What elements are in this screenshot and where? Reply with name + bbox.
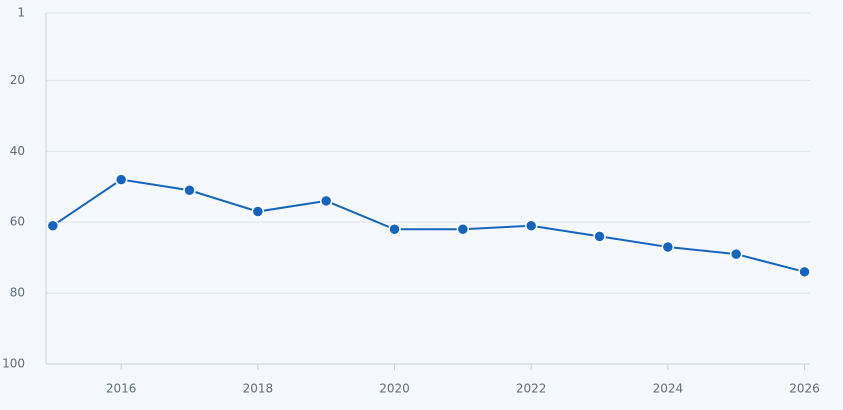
data-point bbox=[798, 265, 811, 279]
x-tick-label: 2020 bbox=[379, 382, 410, 396]
data-point bbox=[456, 223, 470, 236]
y-tick-label: 60 bbox=[10, 215, 25, 229]
data-point bbox=[114, 173, 128, 186]
x-tick-label: 2018 bbox=[243, 382, 274, 396]
data-point bbox=[46, 219, 60, 232]
x-tick-label: 2016 bbox=[106, 382, 137, 396]
y-tick-label: 1 bbox=[17, 6, 25, 20]
data-point bbox=[183, 184, 196, 197]
x-tick-label: 2022 bbox=[516, 382, 547, 396]
data-point bbox=[251, 205, 265, 218]
data-point bbox=[661, 240, 675, 254]
x-tick-label: 2026 bbox=[789, 382, 820, 396]
data-point bbox=[729, 247, 743, 261]
data-point bbox=[388, 223, 401, 236]
y-tick-label: 80 bbox=[10, 286, 25, 300]
data-point bbox=[524, 219, 538, 232]
y-tick-label: 40 bbox=[10, 144, 25, 158]
data-point bbox=[319, 194, 333, 208]
y-tick-label: 100 bbox=[2, 357, 25, 371]
data-point bbox=[593, 230, 606, 243]
x-tick-label: 2024 bbox=[653, 382, 684, 396]
data-line bbox=[52, 178, 805, 273]
y-tick-label: 20 bbox=[10, 73, 25, 87]
